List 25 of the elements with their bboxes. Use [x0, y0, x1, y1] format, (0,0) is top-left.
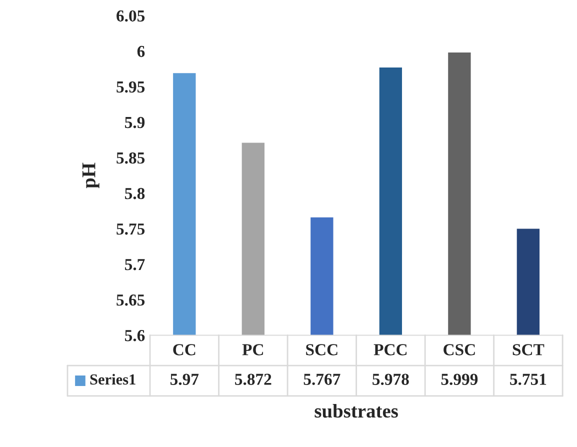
y-tick-label: 6.05	[116, 10, 145, 22]
data-label: 5.872	[235, 374, 272, 386]
y-tick-label: 5.9	[124, 116, 145, 128]
y-tick-label: 6	[137, 46, 145, 58]
data-label: 5.767	[304, 374, 340, 386]
x-tick-label: CSC	[444, 344, 475, 356]
legend-label: Series1	[90, 374, 136, 385]
data-label: 5.999	[441, 374, 478, 386]
x-tick-label: SCT	[512, 344, 544, 356]
y-axis-title: pH	[82, 162, 100, 188]
x-tick-label: PC	[242, 344, 263, 356]
y-tick-label: 5.65	[116, 294, 145, 306]
y-tick-label: 5.75	[116, 224, 145, 235]
y-tick-label: 5.8	[124, 188, 145, 200]
data-label: 5.751	[510, 374, 546, 386]
x-tick-label: SCC	[306, 344, 338, 356]
x-axis-title: substrates	[314, 404, 398, 418]
y-tick-label: 5.7	[124, 259, 145, 270]
x-tick-label: PCC	[374, 344, 407, 356]
y-tick-label: 5.85	[116, 152, 145, 164]
y-tick-label: 5.95	[116, 81, 145, 93]
x-tick-label: CC	[173, 344, 196, 356]
y-tick-label: 5.6	[124, 330, 145, 342]
data-label: 5.978	[372, 374, 409, 386]
data-label: 5.97	[170, 374, 199, 386]
